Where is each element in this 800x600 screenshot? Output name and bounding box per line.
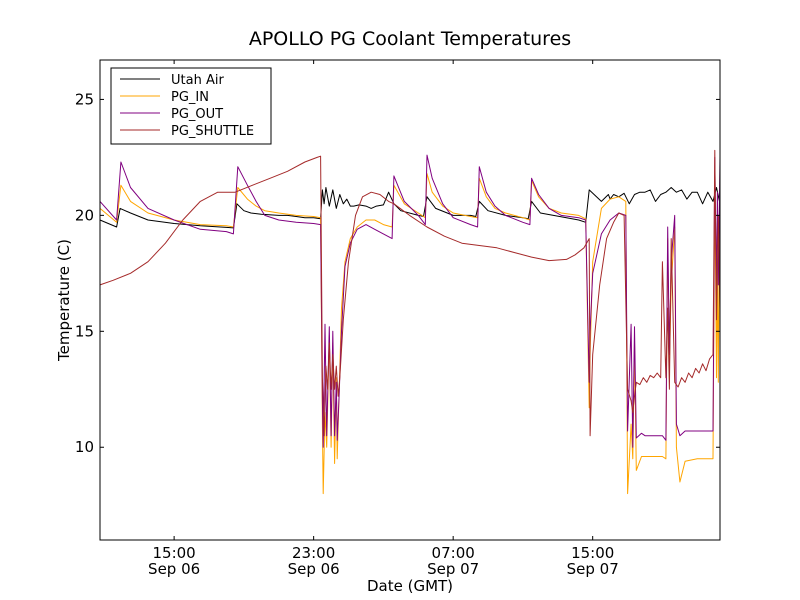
x-tick-label-time: 07:00	[432, 544, 475, 562]
legend-label-pg-in: PG_IN	[171, 90, 209, 105]
x-tick-label-time: 23:00	[292, 544, 335, 562]
series-line-utah-air	[99, 187, 721, 229]
x-tick-label-date: Sep 07	[427, 560, 479, 578]
plot-frame	[99, 59, 721, 541]
y-tick-label: 25	[75, 90, 94, 108]
x-tick-label-date: Sep 06	[148, 560, 200, 578]
legend-label-utah-air: Utah Air	[171, 73, 224, 88]
chart-title: APOLLO PG Coolant Temperatures	[249, 28, 571, 50]
legend: Utah Air PG_IN PG_OUT PG_SHUTTLE	[110, 67, 272, 145]
x-tick-label-date: Sep 06	[288, 560, 340, 578]
series-line-pg-out	[99, 154, 721, 448]
y-tick-label: 10	[75, 438, 94, 456]
y-axis-ticks: 10 15 20 25	[75, 90, 720, 456]
y-tick-label: 15	[75, 322, 94, 340]
x-tick-label-time: 15:00	[571, 544, 614, 562]
y-tick-label: 20	[75, 206, 94, 224]
legend-box	[110, 67, 272, 145]
series-line-pg-in	[99, 168, 721, 495]
x-axis-label: Date (GMT)	[367, 577, 453, 595]
legend-label-pg-out: PG_OUT	[171, 107, 223, 122]
series-line-pg-shuttle	[99, 149, 721, 437]
legend-label-pg-shuttle: PG_SHUTTLE	[171, 124, 254, 139]
x-tick-label-date: Sep 07	[567, 560, 619, 578]
y-axis-label: Temperature (C)	[55, 239, 73, 362]
x-tick-label-time: 15:00	[153, 544, 196, 562]
series-layer	[99, 149, 721, 495]
